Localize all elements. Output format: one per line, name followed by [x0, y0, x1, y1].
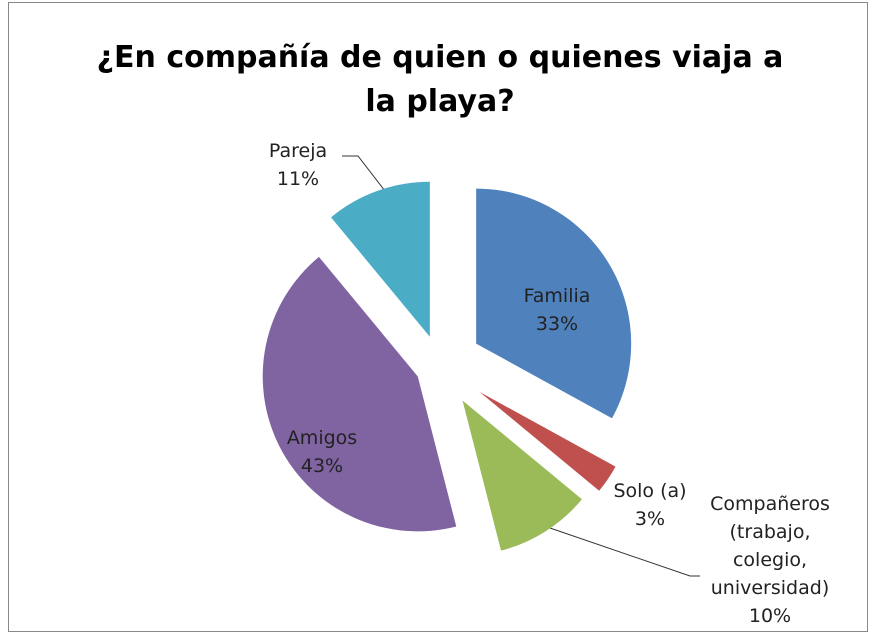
data-label: Familia 33%	[524, 282, 591, 338]
pie-slice	[331, 181, 430, 337]
data-label: Amigos 43%	[287, 424, 357, 480]
category-label: Solo (a)	[613, 480, 687, 502]
leader-line	[549, 527, 700, 577]
data-label: Pareja 11%	[269, 137, 327, 193]
pie-slice	[476, 188, 632, 419]
value-label: 43%	[300, 455, 344, 477]
data-label: Solo (a) 3%	[613, 477, 686, 533]
value-label: 33%	[535, 313, 579, 335]
pie-slice	[462, 400, 582, 551]
value-label: 10%	[748, 605, 792, 627]
leader-line	[342, 155, 393, 201]
category-label: Compañeros (trabajo, colegio, universida…	[710, 493, 830, 599]
value-label: 3%	[634, 508, 666, 530]
pie-slice	[262, 256, 457, 532]
category-label: Familia	[523, 285, 591, 307]
value-label: 11%	[276, 168, 320, 190]
category-label: Amigos	[286, 427, 358, 449]
pie-slice	[479, 391, 616, 491]
data-label: Compañeros (trabajo, colegio, universida…	[695, 490, 845, 630]
category-label: Pareja	[268, 140, 328, 162]
chart-title: ¿En compañía de quien o quienes viaja a …	[96, 40, 784, 119]
